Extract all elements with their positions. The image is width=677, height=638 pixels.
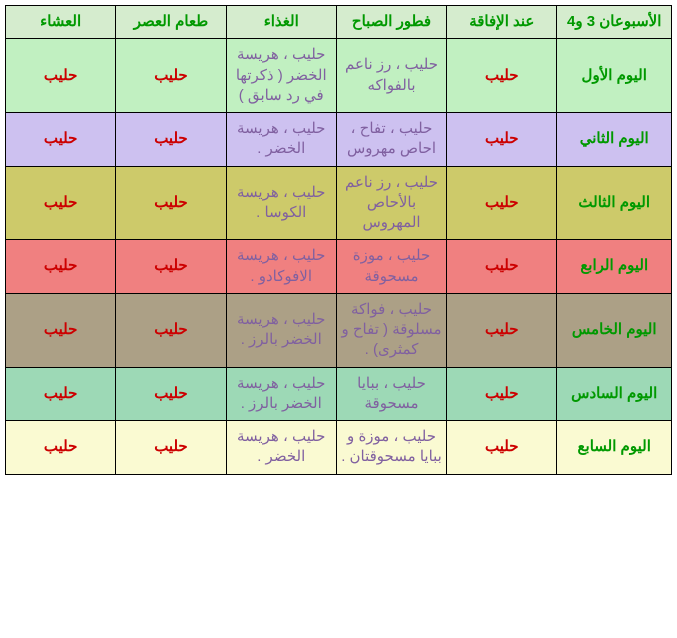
meal-cell: حليب <box>447 421 557 475</box>
meal-cell: حليب ، هريسة الخضر بالرز . <box>226 293 336 367</box>
meal-plan-table: الأسبوعان 3 و4عند الإفاقةفطور الصباحالغذ… <box>5 5 672 475</box>
table-row: اليوم الثانيحليبحليب ، تفاح ، احاص مهروس… <box>6 113 672 167</box>
meal-cell: حليب <box>447 240 557 294</box>
meal-cell: حليب <box>116 113 226 167</box>
day-cell: اليوم السادس <box>557 367 672 421</box>
meal-cell: حليب <box>6 166 116 240</box>
meal-cell: حليب <box>116 293 226 367</box>
day-cell: اليوم الثالث <box>557 166 672 240</box>
header-cell: فطور الصباح <box>336 6 446 39</box>
meal-cell: حليب ، رز ناعم بالأحاص المهروس <box>336 166 446 240</box>
meal-cell: حليب ، هريسة الخضر . <box>226 421 336 475</box>
meal-cell: حليب ، هريسة الخضر ( ذكرتها في رد سابق ) <box>226 39 336 113</box>
meal-cell: حليب <box>447 367 557 421</box>
table-row: اليوم السادسحليبحليب ، ببايا مسحوقةحليب … <box>6 367 672 421</box>
header-cell: العشاء <box>6 6 116 39</box>
meal-cell: حليب ، ببايا مسحوقة <box>336 367 446 421</box>
day-cell: اليوم السابع <box>557 421 672 475</box>
meal-cell: حليب ، هريسة الكوسا . <box>226 166 336 240</box>
header-cell: عند الإفاقة <box>447 6 557 39</box>
meal-cell: حليب ، موزة مسحوقة <box>336 240 446 294</box>
header-cell: الأسبوعان 3 و4 <box>557 6 672 39</box>
meal-cell: حليب ، موزة و ببايا مسحوقتان . <box>336 421 446 475</box>
meal-cell: حليب <box>116 39 226 113</box>
table-row: اليوم الثالثحليبحليب ، رز ناعم بالأحاص ا… <box>6 166 672 240</box>
meal-cell: حليب <box>6 240 116 294</box>
meal-cell: حليب ، هريسة الافوكادو . <box>226 240 336 294</box>
header-cell: الغذاء <box>226 6 336 39</box>
meal-cell: حليب ، رز ناعم بالفواكه <box>336 39 446 113</box>
day-cell: اليوم الثاني <box>557 113 672 167</box>
meal-cell: حليب <box>447 166 557 240</box>
meal-cell: حليب ، تفاح ، احاص مهروس <box>336 113 446 167</box>
meal-cell: حليب ، هريسة الخضر بالرز . <box>226 367 336 421</box>
table-row: اليوم السابعحليبحليب ، موزة و ببايا مسحو… <box>6 421 672 475</box>
meal-cell: حليب <box>116 367 226 421</box>
meal-cell: حليب <box>116 240 226 294</box>
meal-cell: حليب <box>6 39 116 113</box>
meal-cell: حليب <box>447 293 557 367</box>
meal-cell: حليب <box>116 421 226 475</box>
meal-cell: حليب <box>447 113 557 167</box>
day-cell: اليوم الخامس <box>557 293 672 367</box>
meal-cell: حليب <box>447 39 557 113</box>
meal-cell: حليب ، هريسة الخضر . <box>226 113 336 167</box>
table-row: اليوم الرابعحليبحليب ، موزة مسحوقةحليب ،… <box>6 240 672 294</box>
table-row: اليوم الخامسحليبحليب ، فواكة مسلوقة ( تف… <box>6 293 672 367</box>
meal-cell: حليب <box>6 113 116 167</box>
meal-cell: حليب <box>6 293 116 367</box>
header-row: الأسبوعان 3 و4عند الإفاقةفطور الصباحالغذ… <box>6 6 672 39</box>
day-cell: اليوم الرابع <box>557 240 672 294</box>
meal-cell: حليب <box>116 166 226 240</box>
day-cell: اليوم الأول <box>557 39 672 113</box>
table-row: اليوم الأولحليبحليب ، رز ناعم بالفواكهحل… <box>6 39 672 113</box>
meal-cell: حليب <box>6 367 116 421</box>
meal-cell: حليب <box>6 421 116 475</box>
meal-cell: حليب ، فواكة مسلوقة ( تفاح و كمثرى) . <box>336 293 446 367</box>
header-cell: طعام العصر <box>116 6 226 39</box>
